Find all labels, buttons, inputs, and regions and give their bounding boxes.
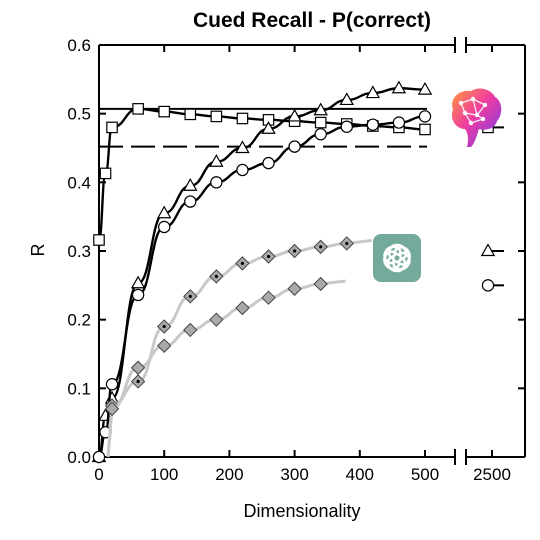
triangle-marker bbox=[130, 275, 146, 289]
x-tick-label: 200 bbox=[215, 465, 243, 484]
x-tick-label: 2500 bbox=[473, 465, 511, 484]
circle-marker bbox=[366, 118, 380, 131]
triangle-marker bbox=[339, 92, 354, 106]
diamond-center-dot bbox=[345, 241, 349, 246]
x-axis-label: Dimensionality bbox=[243, 501, 360, 521]
circle-marker bbox=[184, 195, 197, 208]
series-line bbox=[97, 87, 426, 459]
chart-title: Cued Recall - P(correct) bbox=[193, 9, 431, 32]
diamond-marker bbox=[313, 276, 328, 292]
diamond-marker bbox=[183, 322, 198, 338]
series-layer bbox=[91, 80, 433, 464]
axis-ticks: 0.0 0.1 0.2 0.3 0.4 0.5 0.6 0 100 200 300 400 500 250… bbox=[67, 36, 525, 484]
triangle-marker bbox=[183, 178, 198, 191]
circle-marker bbox=[392, 116, 406, 129]
circle-marker bbox=[210, 176, 223, 189]
diamond-marker bbox=[130, 360, 146, 375]
series-circle bbox=[92, 110, 432, 464]
circle-marker bbox=[92, 450, 106, 464]
brain-icon bbox=[451, 88, 502, 147]
square-marker bbox=[132, 103, 144, 115]
diamond-marker bbox=[287, 281, 302, 296]
x-tick-label: 100 bbox=[150, 465, 178, 484]
square-marker bbox=[93, 234, 105, 246]
circle-marker bbox=[131, 288, 145, 302]
circle-marker bbox=[236, 163, 249, 177]
y-tick-label: 0.3 bbox=[67, 242, 91, 261]
circle-marker bbox=[418, 110, 432, 123]
diamond-center-dot bbox=[266, 254, 271, 259]
diamond-marker bbox=[209, 312, 224, 327]
circle-marker bbox=[288, 140, 301, 153]
square-marker bbox=[236, 112, 249, 125]
circle-marker bbox=[340, 120, 353, 133]
x-tick-label: 0 bbox=[94, 465, 103, 484]
triangle-marker bbox=[287, 108, 302, 122]
circle-marker bbox=[314, 128, 327, 141]
diamond-center-dot bbox=[214, 274, 218, 279]
triangle-marker bbox=[209, 154, 224, 167]
marker-at-2500-triangle bbox=[480, 243, 504, 257]
square-marker bbox=[210, 110, 223, 123]
chatgpt-logo-icon bbox=[373, 234, 421, 282]
diamond-center-dot bbox=[162, 324, 166, 329]
x-tick-label: 300 bbox=[280, 465, 308, 484]
y-tick-label: 0.4 bbox=[67, 173, 91, 192]
triangle-marker bbox=[313, 102, 328, 116]
x-tick-label: 500 bbox=[411, 465, 439, 484]
y-axis-label: R bbox=[28, 244, 48, 257]
square-marker bbox=[314, 116, 327, 129]
diamond-center-dot bbox=[136, 379, 140, 384]
y-tick-label: 0.5 bbox=[67, 105, 91, 124]
circle-marker bbox=[105, 378, 119, 391]
y-tick-label: 0.2 bbox=[67, 311, 91, 330]
series-diamond-dot bbox=[104, 236, 372, 458]
square-marker bbox=[184, 108, 197, 121]
series-curve bbox=[106, 238, 372, 458]
reference-lines bbox=[99, 107, 427, 148]
triangle-marker bbox=[417, 81, 433, 95]
diamond-marker bbox=[104, 401, 120, 417]
circle-marker bbox=[157, 220, 171, 234]
triangle-marker bbox=[480, 243, 496, 257]
diamond-center-dot bbox=[319, 245, 323, 249]
square-marker bbox=[158, 105, 170, 118]
triangle-marker bbox=[235, 140, 250, 154]
series-line bbox=[97, 115, 426, 459]
x-tick-label: 400 bbox=[346, 465, 374, 484]
diamond-marker bbox=[156, 338, 172, 353]
diamond-center-dot bbox=[188, 294, 192, 298]
diamond-center-dot bbox=[240, 261, 245, 265]
y-tick-label: 0.1 bbox=[67, 379, 91, 398]
triangle-marker bbox=[365, 85, 381, 99]
marker-at-2500-circle bbox=[481, 279, 504, 292]
diamond-center-dot bbox=[293, 249, 297, 253]
diamond-marker bbox=[261, 290, 276, 305]
square-marker bbox=[419, 123, 431, 136]
triangle-marker bbox=[391, 80, 407, 94]
circle-marker bbox=[262, 156, 275, 170]
square-marker bbox=[106, 121, 118, 134]
series-diamond bbox=[104, 276, 346, 458]
y-tick-label: 0.0 bbox=[67, 448, 91, 467]
triangle-marker bbox=[156, 205, 172, 219]
circle-marker bbox=[481, 279, 495, 292]
triangle-marker bbox=[261, 121, 276, 134]
square-marker bbox=[99, 167, 112, 180]
break-region-markers bbox=[480, 121, 504, 292]
diamond-marker bbox=[235, 300, 250, 316]
y-tick-label: 0.6 bbox=[67, 36, 91, 55]
